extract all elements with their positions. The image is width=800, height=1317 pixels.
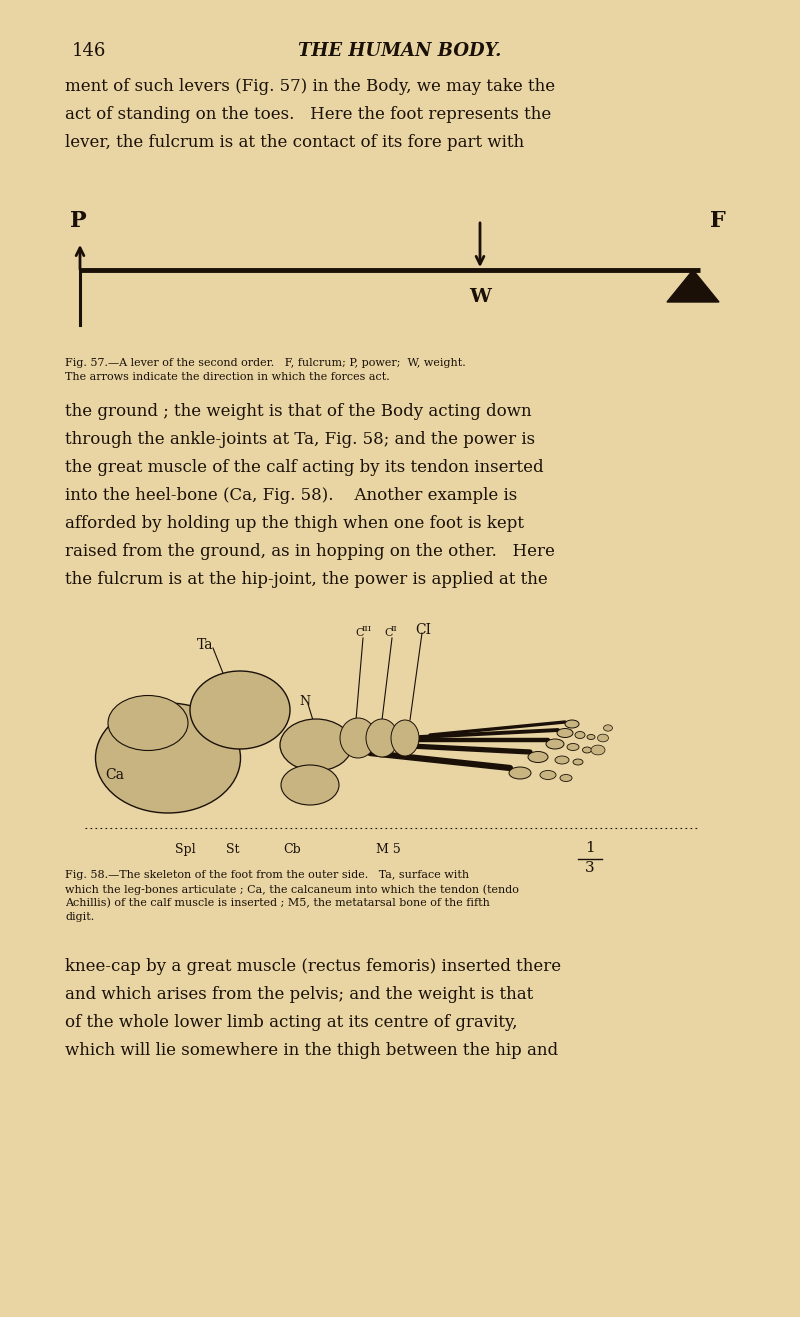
Text: W: W <box>469 288 491 306</box>
Text: M 5: M 5 <box>376 843 400 856</box>
Text: II: II <box>391 626 398 633</box>
Text: lever, the fulcrum is at the contact of its fore part with: lever, the fulcrum is at the contact of … <box>65 134 524 151</box>
Text: CI: CI <box>415 623 431 637</box>
Text: the ground ; the weight is that of the Body acting down: the ground ; the weight is that of the B… <box>65 403 532 420</box>
Ellipse shape <box>528 752 548 763</box>
Ellipse shape <box>190 670 290 749</box>
Ellipse shape <box>281 765 339 805</box>
Text: St: St <box>226 843 240 856</box>
Ellipse shape <box>557 728 573 738</box>
Text: which the leg-bones articulate ; Ca, the calcaneum into which the tendon (tendo: which the leg-bones articulate ; Ca, the… <box>65 884 519 894</box>
Text: 3: 3 <box>585 861 595 874</box>
Ellipse shape <box>591 745 605 755</box>
Text: digit.: digit. <box>65 911 94 922</box>
Text: ment of such levers (Fig. 57) in the Body, we may take the: ment of such levers (Fig. 57) in the Bod… <box>65 78 555 95</box>
Text: Achillis) of the calf muscle is inserted ; M5, the metatarsal bone of the fifth: Achillis) of the calf muscle is inserted… <box>65 898 490 909</box>
Text: the great muscle of the calf acting by its tendon inserted: the great muscle of the calf acting by i… <box>65 460 544 475</box>
Ellipse shape <box>555 756 569 764</box>
Ellipse shape <box>567 744 579 751</box>
Ellipse shape <box>546 739 564 749</box>
Text: Cb: Cb <box>283 843 301 856</box>
Text: and which arises from the pelvis; and the weight is that: and which arises from the pelvis; and th… <box>65 986 534 1004</box>
Text: Fig. 57.—A lever of the second order.   F, fulcrum; P, power;  W, weight.: Fig. 57.—A lever of the second order. F,… <box>65 358 466 367</box>
Text: into the heel-bone (Ca, Fig. 58).    Another example is: into the heel-bone (Ca, Fig. 58). Anothe… <box>65 487 518 504</box>
Ellipse shape <box>573 759 583 765</box>
Text: N: N <box>299 695 310 709</box>
Text: which will lie somewhere in the thigh between the hip and: which will lie somewhere in the thigh be… <box>65 1042 558 1059</box>
Text: act of standing on the toes.   Here the foot represents the: act of standing on the toes. Here the fo… <box>65 105 551 122</box>
Text: C: C <box>384 628 393 637</box>
Ellipse shape <box>366 719 398 757</box>
Ellipse shape <box>391 720 419 756</box>
Text: the fulcrum is at the hip-joint, the power is applied at the: the fulcrum is at the hip-joint, the pow… <box>65 572 548 587</box>
Text: THE HUMAN BODY.: THE HUMAN BODY. <box>298 42 502 61</box>
Text: Ca: Ca <box>105 768 124 782</box>
Text: The arrows indicate the direction in which the forces act.: The arrows indicate the direction in whi… <box>65 371 390 382</box>
Ellipse shape <box>582 747 591 753</box>
Ellipse shape <box>509 766 531 778</box>
Ellipse shape <box>108 695 188 751</box>
Text: III: III <box>362 626 372 633</box>
Ellipse shape <box>340 718 376 759</box>
Text: Spl: Spl <box>174 843 195 856</box>
Ellipse shape <box>587 735 595 740</box>
Text: C: C <box>355 628 363 637</box>
Text: F: F <box>710 209 726 232</box>
Text: 1: 1 <box>585 842 595 855</box>
Ellipse shape <box>575 731 585 739</box>
Ellipse shape <box>598 734 609 741</box>
Text: through the ankle-joints at Ta, Fig. 58; and the power is: through the ankle-joints at Ta, Fig. 58;… <box>65 431 535 448</box>
Text: P: P <box>70 209 86 232</box>
Text: 146: 146 <box>72 42 106 61</box>
Text: raised from the ground, as in hopping on the other.   Here: raised from the ground, as in hopping on… <box>65 543 555 560</box>
Polygon shape <box>667 270 719 302</box>
Ellipse shape <box>603 724 613 731</box>
Text: Fig. 58.—The skeleton of the foot from the outer side.   Ta, surface with: Fig. 58.—The skeleton of the foot from t… <box>65 871 469 880</box>
Ellipse shape <box>560 774 572 781</box>
Text: knee-cap by a great muscle (rectus femoris) inserted there: knee-cap by a great muscle (rectus femor… <box>65 957 561 975</box>
Ellipse shape <box>95 703 241 813</box>
Ellipse shape <box>280 719 352 770</box>
Ellipse shape <box>540 770 556 780</box>
Text: Ta: Ta <box>197 637 214 652</box>
Text: afforded by holding up the thigh when one foot is kept: afforded by holding up the thigh when on… <box>65 515 524 532</box>
Ellipse shape <box>565 720 579 728</box>
Text: of the whole lower limb acting at its centre of gravity,: of the whole lower limb acting at its ce… <box>65 1014 518 1031</box>
